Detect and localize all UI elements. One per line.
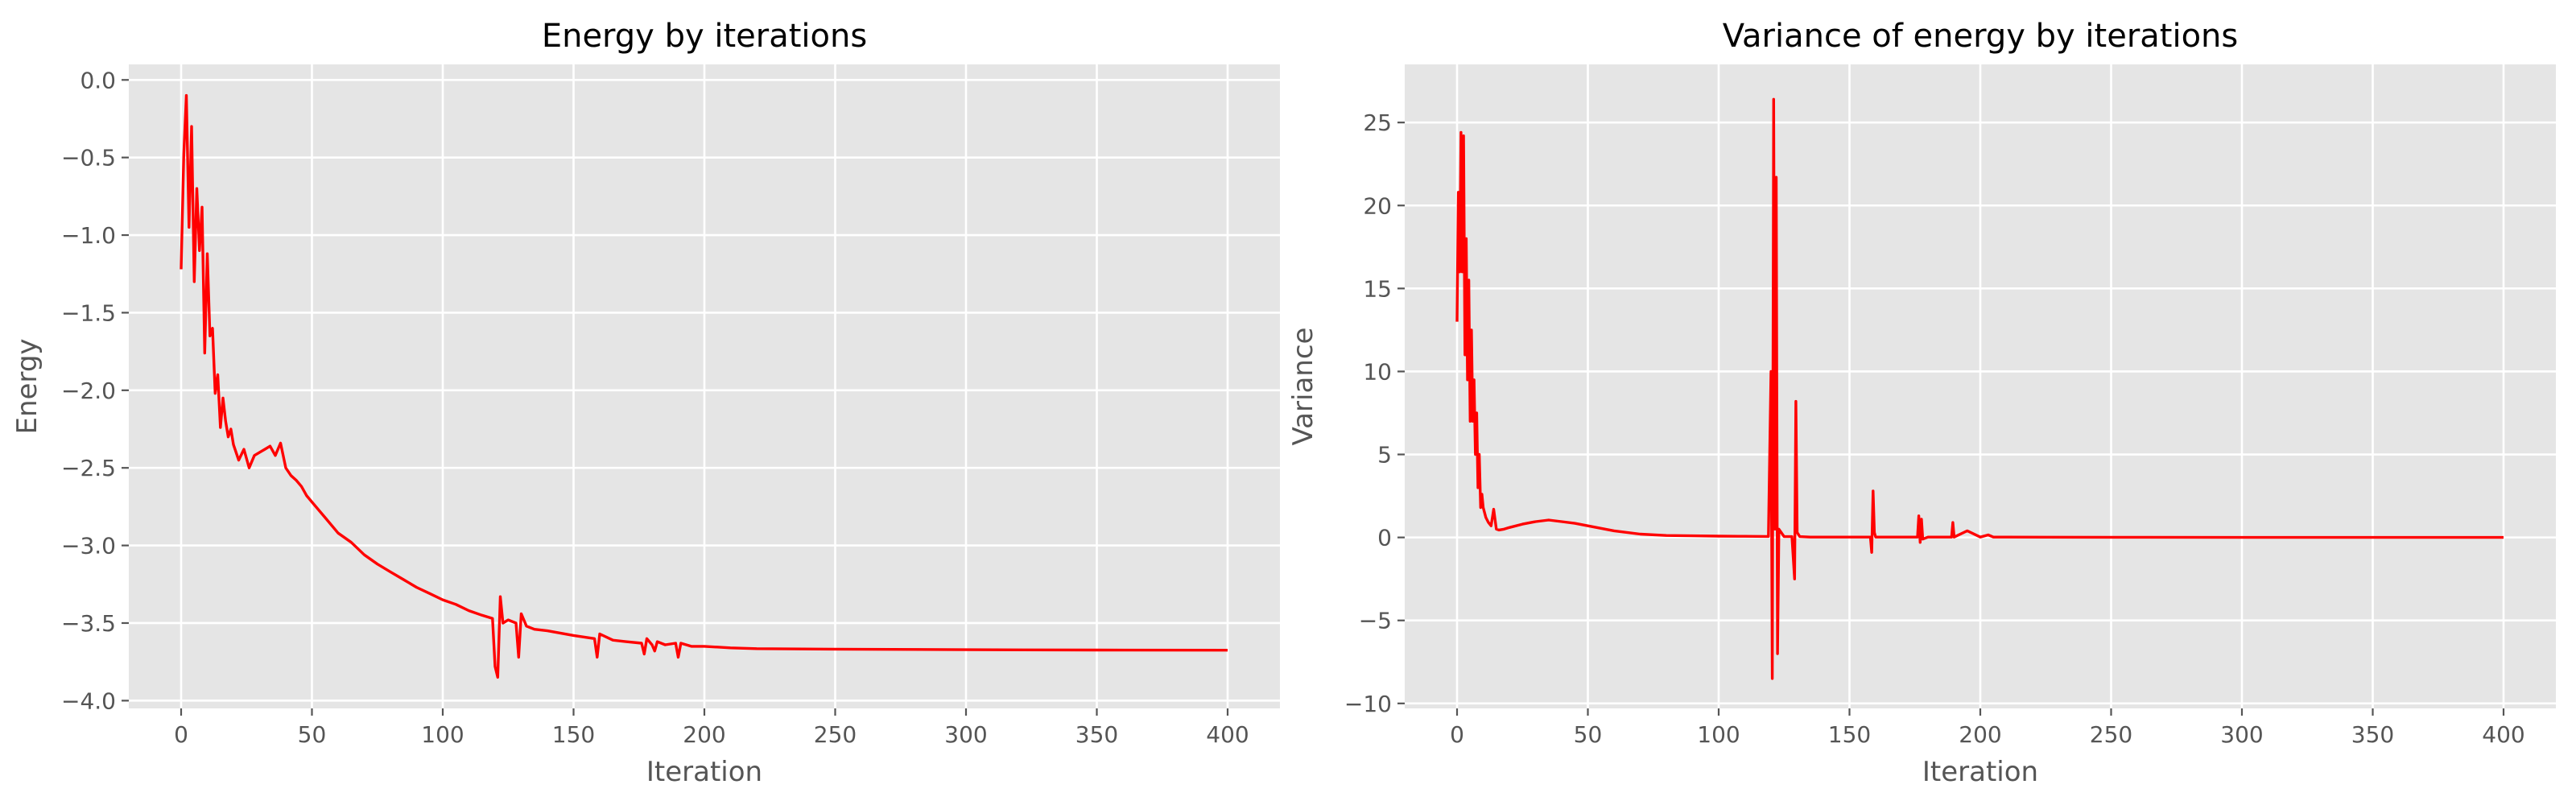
y-tick-label: −5	[1359, 608, 1392, 634]
x-tick-label: 400	[1206, 721, 1249, 748]
y-tick-label: −0.5	[61, 145, 116, 171]
y-tick-label: −1.0	[61, 222, 116, 249]
x-axis-label: Iteration	[1922, 756, 2038, 788]
x-tick-label: 250	[2090, 721, 2132, 748]
x-tick-label: 50	[1574, 721, 1603, 748]
x-tick-label: 100	[421, 721, 464, 748]
chart-panel-2: 0 50 100 150 200 250 300 350 4002520151050−5−10V…	[1287, 18, 2556, 788]
x-tick-label: 250	[814, 721, 857, 748]
y-tick-label: −2.0	[61, 378, 116, 404]
y-tick-label: −1.5	[61, 299, 116, 326]
series-line-1	[180, 93, 1228, 679]
y-tick-label: 0.0	[80, 67, 116, 93]
x-axis-label: Iteration	[646, 756, 762, 788]
x-tick-label: 150	[552, 721, 595, 748]
series-line-1	[1455, 97, 2504, 680]
chart-panel-1: 0 50 100 150 200 250 300 350 400 0.0 −0.5 −1.0 −1.5 −…	[11, 18, 1280, 788]
x-tick-label: 200	[1959, 721, 2001, 748]
x-tick-label: 50	[298, 721, 327, 748]
y-tick-label: −3.0	[61, 533, 116, 559]
x-tick-label: 300	[2220, 721, 2263, 748]
x-tick-label: 400	[2482, 721, 2524, 748]
y-tick-label: −10	[1344, 691, 1392, 717]
y-tick-label: −4.0	[61, 687, 116, 714]
y-axis-label: Energy	[11, 338, 43, 434]
y-tick-label: −3.5	[61, 610, 116, 637]
y-tick-label: 25	[1363, 109, 1392, 136]
x-tick-label: 150	[1828, 721, 1871, 748]
x-tick-label: 350	[2351, 721, 2394, 748]
chart-title: Energy by iterations	[542, 18, 867, 55]
y-tick-label: 15	[1363, 275, 1392, 302]
y-tick-label: 10	[1363, 358, 1392, 385]
y-tick-label: 0	[1377, 525, 1392, 551]
x-tick-label: 100	[1697, 721, 1740, 748]
x-tick-label: 200	[683, 721, 725, 748]
x-tick-label: 0	[1450, 721, 1464, 748]
y-tick-label: −2.5	[61, 455, 116, 481]
chart-title: Variance of energy by iterations	[1723, 18, 2238, 55]
x-tick-label: 0	[174, 721, 188, 748]
x-tick-label: 350	[1075, 721, 1118, 748]
y-tick-label: 20	[1363, 192, 1392, 219]
y-tick-label: 5	[1377, 442, 1392, 469]
y-axis-label: Variance	[1287, 328, 1319, 446]
x-tick-label: 300	[944, 721, 987, 748]
